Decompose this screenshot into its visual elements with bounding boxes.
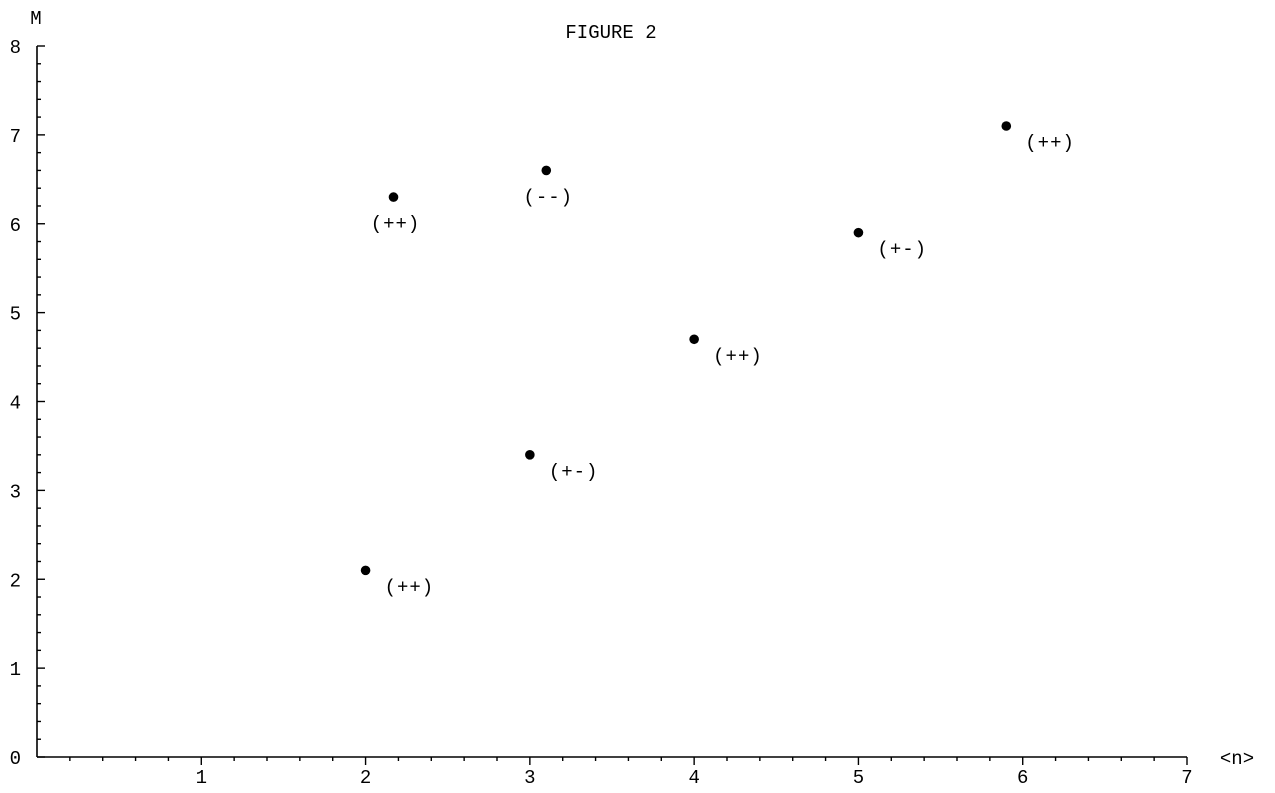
y-tick-label: 0 <box>10 748 21 770</box>
point-label: (++) <box>1025 132 1075 154</box>
y-tick-label: 4 <box>10 393 21 415</box>
y-axis-label: M <box>30 8 41 30</box>
x-tick-label: 4 <box>688 767 699 789</box>
point-label: (++) <box>713 345 763 367</box>
point-label: (--) <box>523 186 573 208</box>
data-point <box>541 165 552 176</box>
x-tick-label: 3 <box>524 767 535 789</box>
y-tick-label: 6 <box>10 215 21 237</box>
data-point <box>1001 121 1012 131</box>
data-point <box>689 334 699 345</box>
x-tick-label: 5 <box>853 767 864 789</box>
x-tick-label: 2 <box>360 767 371 789</box>
y-tick-label: 5 <box>10 304 21 326</box>
axis-ticks: 1 2 3 4 5 6 7 0 1 2 3 4 5 6 7 8 <box>10 37 1193 789</box>
point-label: (++) <box>385 576 435 598</box>
point-label: (+-) <box>877 239 927 261</box>
data-point <box>388 192 399 202</box>
x-tick-label: 7 <box>1181 767 1192 789</box>
y-tick-label: 8 <box>10 37 21 59</box>
data-point <box>360 565 371 576</box>
y-tick-label: 2 <box>10 570 21 592</box>
x-tick-label: 6 <box>1017 767 1028 789</box>
data-points: (++) (++) (+-) (--) (++) (+-) (++) <box>360 121 1075 598</box>
chart-title: FIGURE 2 <box>565 22 656 44</box>
x-axis-label: <n> <box>1220 748 1254 770</box>
point-label: (+-) <box>549 461 599 483</box>
data-point <box>525 450 535 460</box>
x-tick-label: 1 <box>196 767 207 789</box>
point-label: (++) <box>371 213 421 235</box>
y-tick-label: 3 <box>10 481 21 503</box>
y-tick-label: 1 <box>10 659 21 681</box>
data-point <box>853 227 864 238</box>
y-tick-label: 7 <box>10 126 21 148</box>
